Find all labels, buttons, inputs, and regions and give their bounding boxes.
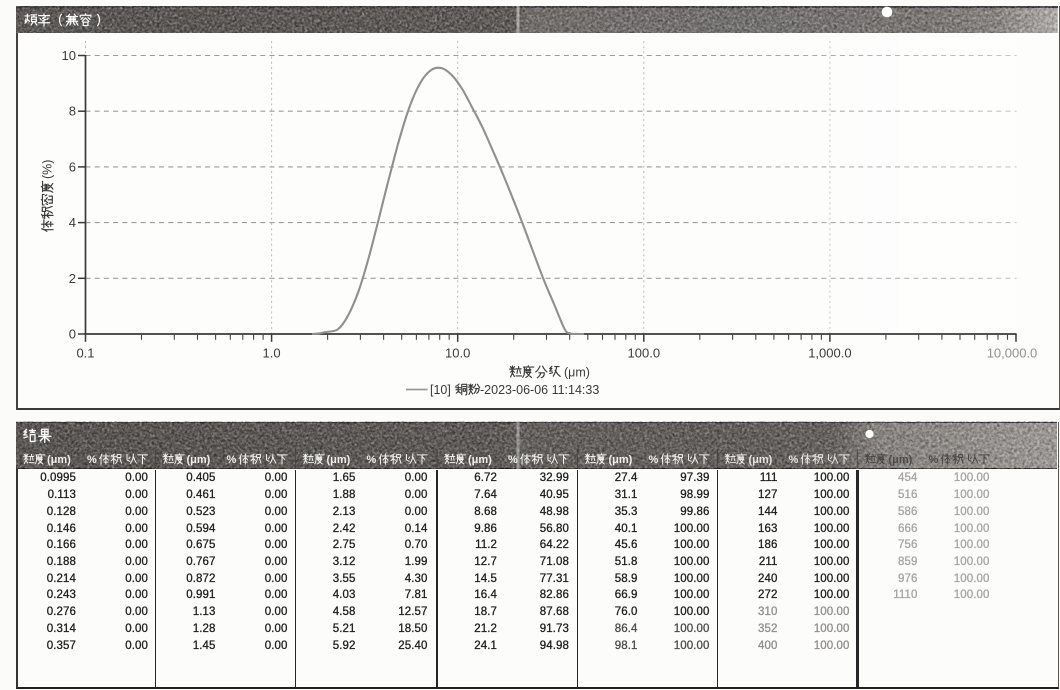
svg-text:6: 6 [69, 159, 76, 174]
svg-text:10: 10 [62, 48, 76, 63]
svg-text:%: % [929, 454, 939, 466]
svg-text:0: 0 [69, 327, 76, 342]
svg-text:0.1: 0.1 [76, 346, 94, 361]
svg-text:%: % [649, 454, 659, 466]
svg-text:%: % [227, 454, 237, 466]
svg-text:(%): (%) [41, 160, 55, 179]
svg-text:%: % [508, 454, 518, 466]
svg-text:8: 8 [69, 104, 76, 119]
svg-text:(μm): (μm) [187, 454, 211, 466]
svg-text:1.0: 1.0 [263, 346, 281, 361]
svg-text:%: % [367, 454, 377, 466]
svg-text:(μm): (μm) [47, 454, 71, 466]
svg-text:4: 4 [69, 215, 76, 230]
svg-text:-2023-06-06 11:14:33: -2023-06-06 11:14:33 [480, 383, 599, 397]
svg-text:%: % [789, 454, 799, 466]
svg-text:100.0: 100.0 [628, 346, 661, 361]
svg-text:2: 2 [69, 271, 76, 286]
svg-text:%: % [87, 454, 97, 466]
svg-text:[10]: [10] [430, 383, 451, 397]
svg-text:(μm): (μm) [889, 454, 913, 466]
svg-text:10.0: 10.0 [445, 346, 470, 361]
svg-text:(μm): (μm) [609, 454, 633, 466]
svg-text:1,000.0: 1,000.0 [808, 346, 851, 361]
svg-text:(μm): (μm) [468, 454, 492, 466]
svg-text:(μm): (μm) [564, 366, 590, 380]
svg-text:(μm): (μm) [327, 454, 351, 466]
svg-text:(μm): (μm) [749, 454, 773, 466]
svg-text:10,000.0: 10,000.0 [987, 346, 1038, 361]
